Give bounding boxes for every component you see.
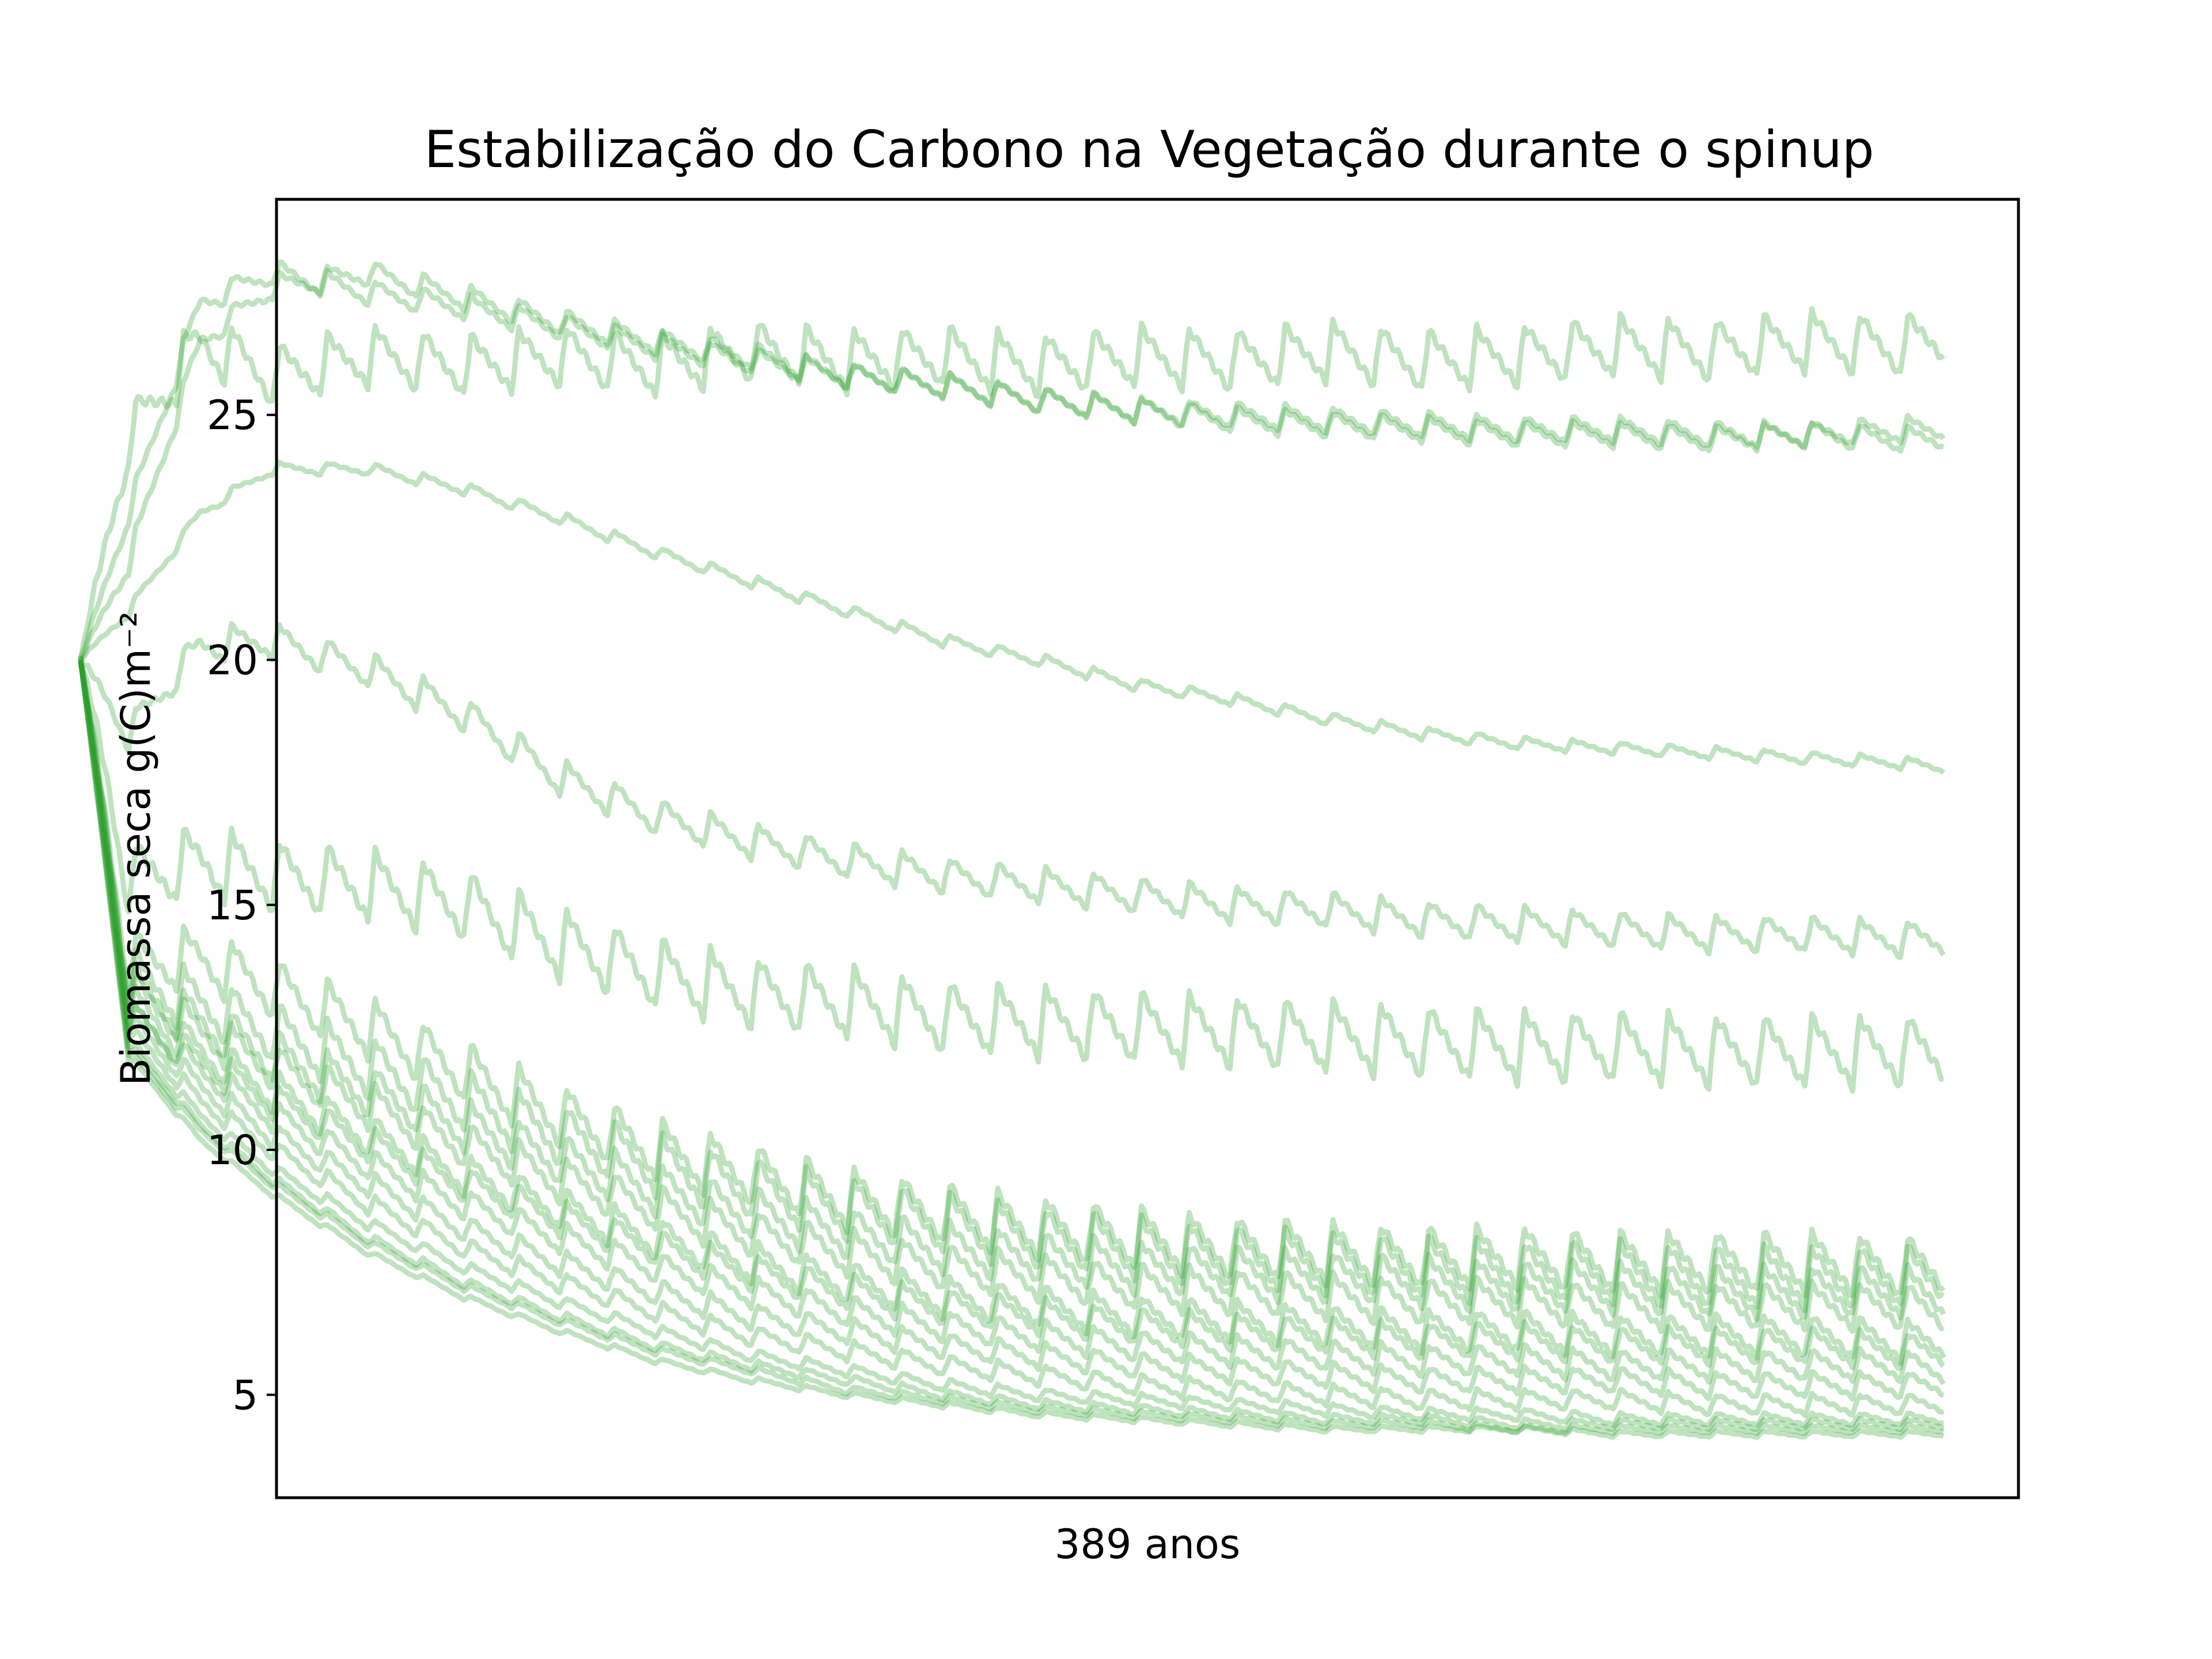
y-tick-label: 20: [207, 637, 258, 684]
series-line: [78, 661, 1945, 1402]
y-tick-label: 25: [207, 392, 258, 439]
y-tick-label: 5: [232, 1372, 258, 1419]
y-tick-label: 15: [207, 882, 258, 929]
series-line: [78, 658, 1946, 1366]
plot-background: [276, 199, 2018, 1498]
plot-area: [78, 198, 2020, 1499]
series-line: [78, 661, 1946, 1385]
series-line: [78, 660, 1945, 1418]
series-line: [79, 459, 1945, 775]
x-axis-label: 389 anos: [1055, 1521, 1240, 1568]
series-line: [78, 659, 1944, 1429]
plot-frame: [275, 198, 2020, 1499]
series-line: [78, 262, 1946, 660]
series-line: [78, 659, 1945, 1440]
series-line: [78, 259, 1945, 660]
y-tick-label: 10: [207, 1127, 258, 1174]
series-line: [78, 664, 1944, 1094]
series-line: [78, 660, 1945, 1299]
series-line: [78, 621, 1946, 960]
series-line: [78, 658, 1945, 1437]
series-line: [78, 656, 1945, 1313]
series-line: [78, 661, 1945, 1335]
series-line: [78, 306, 1946, 661]
y-axis-label: Biomassa seca g(C)m⁻²: [112, 611, 160, 1086]
series-layer: [78, 259, 1946, 1440]
series-line: [78, 662, 1945, 1371]
chart-title: Estabilização do Carbono na Vegetação du…: [424, 120, 1874, 179]
series-line: [78, 656, 1946, 1323]
series-line: [78, 660, 1945, 1433]
y-axis: 5 10 15 20 25: [207, 392, 276, 1419]
